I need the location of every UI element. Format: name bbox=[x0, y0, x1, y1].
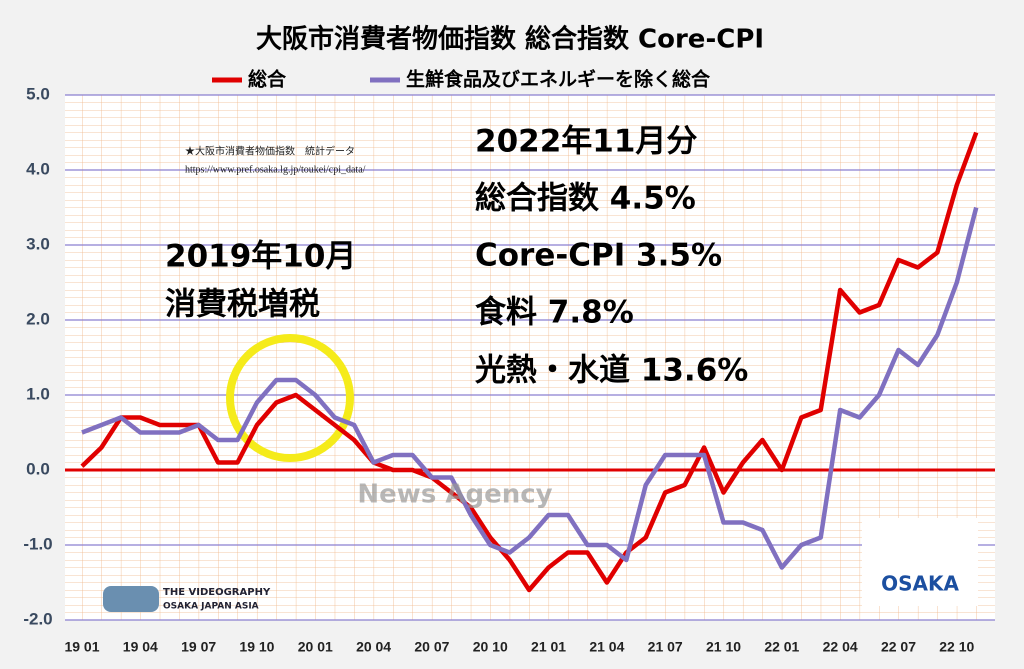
x-tick-label: 19 04 bbox=[123, 639, 158, 655]
y-tick-label: 2.0 bbox=[26, 309, 50, 328]
source-note: ★大阪市消費者物価指数 統計データ bbox=[185, 144, 355, 157]
source-url: https://www.pref.osaka.lg.jp/toukei/cpi_… bbox=[185, 164, 366, 175]
watermark: OSAKA bbox=[881, 572, 959, 596]
logo-box bbox=[862, 518, 978, 606]
chart-title: 大阪市消費者物価指数 総合指数 Core-CPI bbox=[256, 24, 764, 55]
legend-label: 生鮮食品及びエネルギーを除く総合 bbox=[406, 68, 711, 91]
x-tick-label: 20 07 bbox=[414, 639, 449, 655]
y-tick-label: -1.0 bbox=[23, 534, 52, 553]
legend-label: 総合 bbox=[248, 68, 287, 91]
annotation: 総合指数 4.5% bbox=[475, 181, 696, 217]
plot-area bbox=[65, 95, 995, 620]
annotation: 食料 7.8% bbox=[475, 295, 634, 331]
y-tick-label: 3.0 bbox=[26, 234, 50, 253]
annotation: 2019年10月 bbox=[165, 239, 356, 275]
x-tick-label: 20 04 bbox=[356, 639, 391, 655]
x-tick-label: 22 10 bbox=[939, 639, 974, 655]
x-tick-label: 22 07 bbox=[881, 639, 916, 655]
y-tick-label: 5.0 bbox=[26, 84, 50, 103]
x-tick-label: 22 04 bbox=[823, 639, 858, 655]
watermark: THE VIDEOGRAPHY bbox=[163, 587, 271, 598]
annotation: Core-CPI 3.5% bbox=[475, 238, 722, 274]
annotation: 消費税増税 bbox=[165, 287, 320, 323]
x-tick-label: 19 10 bbox=[239, 639, 274, 655]
y-tick-label: 4.0 bbox=[26, 159, 50, 178]
highlight-circle bbox=[226, 334, 354, 462]
x-tick-label: 21 01 bbox=[531, 639, 566, 655]
logo bbox=[103, 586, 159, 612]
series-line bbox=[80, 131, 979, 593]
watermark: OSAKA JAPAN ASIA bbox=[163, 602, 259, 612]
annotation: 光熱・水道 13.6% bbox=[475, 353, 748, 389]
x-tick-label: 22 01 bbox=[764, 639, 799, 655]
series-line bbox=[81, 206, 979, 570]
watermark: News Agency bbox=[357, 480, 552, 510]
x-tick-label: 21 04 bbox=[589, 639, 624, 655]
x-tick-label: 20 01 bbox=[298, 639, 333, 655]
x-tick-label: 21 10 bbox=[706, 639, 741, 655]
x-tick-label: 19 07 bbox=[181, 639, 216, 655]
y-tick-label: 1.0 bbox=[26, 384, 50, 403]
y-tick-label: 0.0 bbox=[26, 459, 50, 478]
annotation: 2022年11月分 bbox=[475, 124, 697, 160]
x-tick-label: 21 07 bbox=[648, 639, 683, 655]
x-tick-label: 19 01 bbox=[64, 639, 99, 655]
y-tick-label: -2.0 bbox=[23, 609, 52, 628]
x-tick-label: 20 10 bbox=[473, 639, 508, 655]
